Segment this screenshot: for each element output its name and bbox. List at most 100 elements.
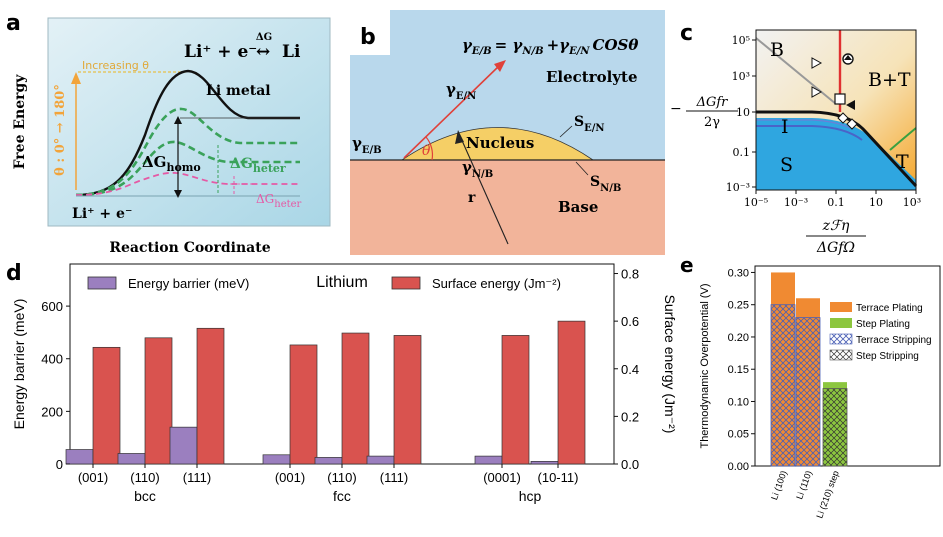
gamma-eb-sub: E/B [362, 145, 382, 156]
energy-barrier-bar [65, 449, 94, 465]
theta-label: θ [422, 143, 431, 159]
region-s: S [780, 154, 793, 176]
sen-leader [559, 125, 573, 138]
base-region [350, 160, 665, 255]
dg-heter-pink-main: ΔG [256, 192, 274, 206]
panel-label-b: b [360, 25, 376, 50]
free-energy-axis-label: Free Energy [12, 74, 28, 170]
marker-square [834, 93, 846, 105]
d-category-label: (0001) [483, 470, 521, 485]
c-xtick-2: 10⁻³ [784, 196, 808, 209]
surface-energy-bar [289, 344, 318, 465]
gamma-nb-sub: N/B [472, 169, 493, 180]
dg-heter-sub: heter [253, 162, 286, 175]
step-stripping-bar [822, 388, 848, 467]
energy-barrier-bar [366, 455, 395, 465]
heterogeneous-curve-mid [75, 140, 300, 197]
increasing-theta-label: Increasing θ [82, 59, 149, 72]
d-ylabel-left: Energy barrier (meV) [11, 299, 27, 430]
young-equation: γE/B = γN/B +γE/N COSθ [462, 36, 638, 57]
i-s-boundary-secondary [756, 119, 851, 129]
d-ytick-left: 600 [41, 299, 63, 314]
gamma-eb-main: γ [352, 134, 362, 152]
d-category-label: (10-11) [538, 470, 579, 485]
reaction-lhs: Li⁺ + e⁻ [184, 42, 257, 62]
marker-triangle-2 [811, 86, 823, 98]
dg-homo-sub: homo [166, 161, 200, 174]
marker-triangle-1 [811, 57, 823, 69]
i-s-boundary [756, 125, 863, 141]
c-x-ticks: 10⁻⁵ 10⁻³ 0.1 10 10³ [744, 190, 921, 209]
gamma-eb-label: γE/B [352, 134, 382, 156]
e-category-label: Li (210) step [814, 469, 841, 519]
e-category-label: Li (100) [769, 469, 789, 501]
radius-arrowhead [455, 130, 464, 144]
marker-up-triangle [844, 55, 852, 60]
electrolyte-region [350, 10, 665, 160]
d-ytick-right: 0.8 [621, 267, 639, 282]
nucleus-shape [400, 127, 595, 161]
gamma-nb-main: γ [462, 158, 472, 176]
panel-c: c B B+T I S T 10⁵ 10³ 10 [670, 21, 921, 256]
d-category-label: (111) [380, 470, 408, 485]
dg-homo-label: ΔGhomo [142, 153, 201, 174]
d-ytick-right: 0.6 [621, 314, 639, 329]
d-ylabel-right: Surface energy (Jm⁻²) [662, 295, 678, 434]
e-legend-step-plating: Step Plating [856, 319, 910, 330]
reaction-coordinate-label: Reaction Coordinate [109, 240, 270, 256]
dg-heter-main: ΔG [230, 156, 253, 172]
gamma-en-label: γE/N [446, 80, 476, 102]
e-ylabel: Thermodynamic Overpotential (V) [699, 283, 711, 448]
d-ytick-right: 0.0 [621, 457, 639, 472]
b-boundary-gray [755, 37, 837, 105]
energy-barrier-bar [314, 457, 343, 465]
d-ytick-left: 200 [41, 404, 63, 419]
c-xtick-5: 10³ [903, 196, 921, 209]
e-legend-step-stripping: Step Stripping [856, 351, 919, 362]
gamma-en-vector [403, 64, 501, 159]
e-ytick: 0.30 [728, 267, 749, 279]
theta-arrowhead [71, 72, 81, 84]
s-en-main: S [574, 114, 584, 130]
e-legend-terrace-stripping: Terrace Stripping [856, 335, 932, 346]
panel-d: d Energy barrier (meV) Surface energy (J… [6, 261, 678, 504]
dg-homo-arrowhead-top [174, 116, 182, 124]
d-group-label: bcc [134, 488, 156, 504]
theta-arc [425, 136, 434, 161]
electrolyte-label: Electrolyte [546, 68, 638, 86]
e-legend-swatch-terrace-stripping [829, 333, 853, 345]
eq-plus: +γ [547, 36, 571, 54]
s-nb-main: S [590, 174, 600, 190]
li-metal-label: Li metal [206, 83, 271, 99]
energy-barrier-bar [474, 455, 503, 465]
r-label: r [468, 190, 476, 206]
eq-r2-sub: E/N [568, 46, 590, 57]
heterogeneous-curve-low [75, 171, 300, 196]
e-category-label: Li (110) [794, 469, 814, 500]
d-title: Lithium [316, 274, 368, 291]
surface-energy-bar [557, 320, 586, 465]
c-ylabel-num: ΔGfr [696, 95, 729, 110]
e-ytick: 0.00 [728, 461, 749, 473]
panel-label-c: c [680, 21, 693, 46]
s-region [756, 118, 916, 190]
c-ylabel-den: 2γ [704, 115, 720, 130]
surface-energy-bar [501, 335, 530, 465]
d-group-label: hcp [519, 488, 542, 504]
homogeneous-curve [75, 69, 300, 197]
panel-a: a Free Energy Reaction Coordinate Li⁺ + … [6, 11, 331, 256]
energy-barrier-bar [530, 461, 559, 465]
theta-range-label: θ : 0° → 180° [53, 84, 68, 176]
c-ytick-3: 10 [736, 106, 750, 119]
s-nb-label: SN/B [590, 174, 621, 194]
e-ytick: 0.25 [728, 300, 749, 312]
d-legend-swatch-barrier [87, 276, 117, 290]
region-bt: B+T [868, 69, 911, 91]
e-legend-terrace-plating: Terrace Plating [856, 303, 923, 314]
s-en-sub: E/N [584, 123, 604, 134]
eq-lhs-sub: E/B [471, 46, 492, 57]
e-ytick: 0.15 [728, 364, 749, 376]
d-ytick-left: 0 [56, 457, 63, 472]
panel-label-a: a [6, 11, 21, 36]
